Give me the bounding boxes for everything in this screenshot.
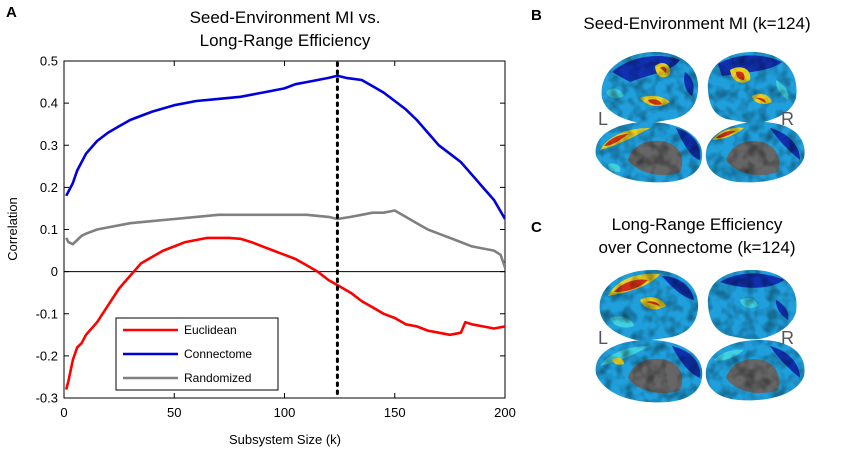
brain-c-medial-right [705,340,805,401]
series-line-connectome [65,74,505,220]
x-tick-label: 50 [167,405,181,420]
panel-c-title-line-2: over Connectome (k=124) [598,238,795,257]
x-tick-label: 150 [384,405,406,420]
y-tick-label: 0.3 [40,138,58,153]
chart-title-line-2: Long-Range Efficiency [200,31,371,50]
panel-b-right-label: R [781,109,794,129]
panel-b-brain-renderings: L R [595,52,805,183]
brain-b-medial-right [705,122,805,183]
brain-b-lateral-right [707,52,797,124]
panel-c-letter: C [531,219,542,236]
panel-b-title: Seed-Environment MI (k=124) [583,14,810,33]
x-tick-label: 100 [274,405,296,420]
legend: Euclidean Connectome Randomized [115,317,279,391]
panel-c-title-line-1: Long-Range Efficiency [612,215,783,234]
y-tick-label: -0.1 [36,306,58,321]
chart-title-line-1: Seed-Environment MI vs. [190,8,381,27]
x-tick-label: 0 [60,405,67,420]
y-tick-label: 0.1 [40,222,58,237]
legend-label-connectome: Connectome [184,347,252,361]
panel-c-brain-renderings: L R [595,270,805,403]
y-tick-label: 0.4 [40,96,58,111]
y-tick-label: 0 [51,264,58,279]
y-tick-label: -0.3 [36,391,58,406]
panel-c-left-label: L [598,328,608,348]
x-axis-ticks: 0 50 100 150 200 [60,61,516,420]
series-line-euclidean [64,236,505,390]
brain-c-lateral-left [599,270,699,341]
brain-b-lateral-left [601,52,699,124]
series-line-randomized [65,209,505,268]
brain-c-lateral-right [707,270,797,340]
panel-a-letter: A [6,4,17,21]
panel-b-letter: B [531,7,542,24]
y-tick-label: 0.5 [40,54,58,69]
brain-c-medial-left [595,340,703,403]
y-axis-label: Correlation [5,197,20,261]
x-axis-label: Subsystem Size (k) [229,432,341,447]
y-tick-label: 0.2 [40,180,58,195]
y-tick-label: -0.2 [36,348,58,363]
panel-c-right-label: R [781,328,794,348]
legend-label-randomized: Randomized [184,371,251,385]
x-tick-label: 200 [494,405,516,420]
legend-label-euclidean: Euclidean [184,323,237,337]
panel-b-left-label: L [598,109,608,129]
brain-b-medial-left [595,122,703,183]
